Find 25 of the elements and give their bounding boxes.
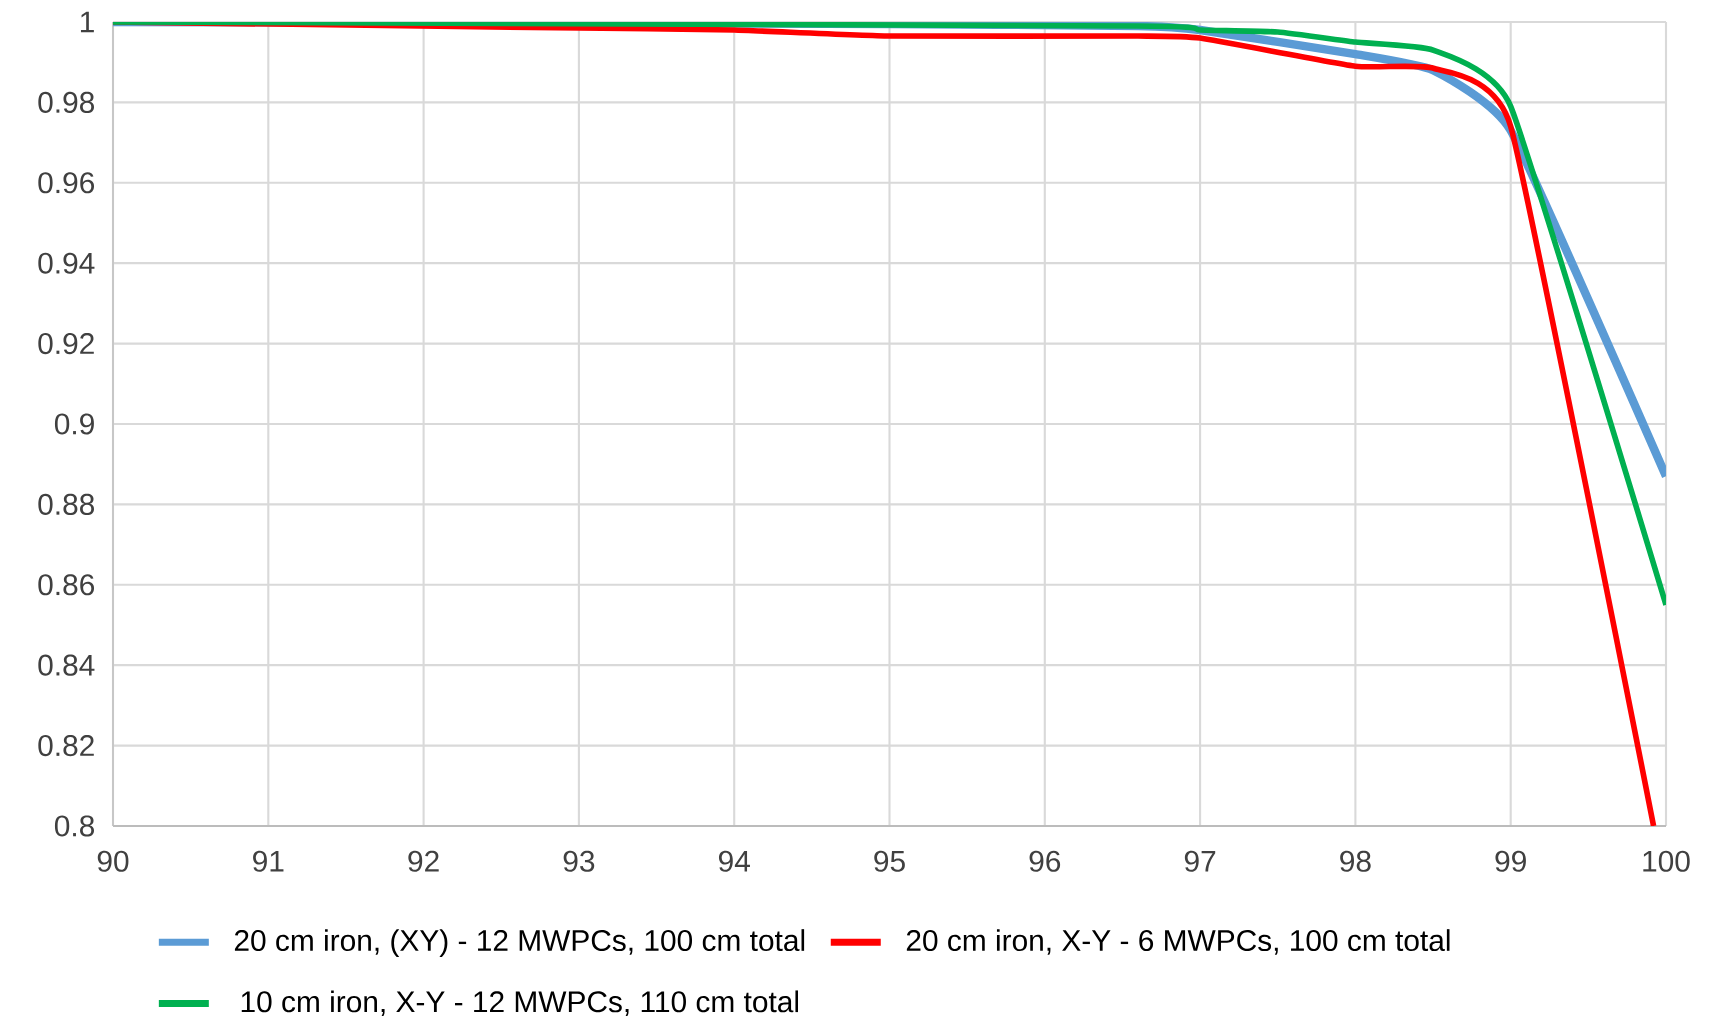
legend-label: 20 cm iron, (XY) - 12 MWPCs, 100 cm total <box>234 929 805 958</box>
y-tick-label: 0.84 <box>38 654 95 676</box>
x-tick-label: 100 <box>1643 850 1690 872</box>
y-tick-label: 0.94 <box>38 252 95 274</box>
x-tick-label: 90 <box>97 850 129 872</box>
y-tick-label: 1 <box>80 11 94 33</box>
y-tick-label: 0.96 <box>38 172 95 194</box>
x-tick-label: 98 <box>1340 850 1371 872</box>
x-tick-label: 96 <box>1029 850 1061 872</box>
x-tick-label: 99 <box>1495 850 1526 872</box>
legend-label: 10 cm iron, X-Y - 12 MWPCs, 110 cm total <box>241 990 799 1016</box>
y-tick-label: 0.8 <box>54 815 95 837</box>
x-tick-label: 94 <box>718 850 750 872</box>
x-tick-label: 93 <box>563 850 595 872</box>
y-tick-label: 0.98 <box>38 91 95 113</box>
y-tick-label: 0.92 <box>38 333 94 355</box>
x-tick-label: 92 <box>408 850 439 872</box>
y-tick-label: 0.9 <box>54 413 94 435</box>
legend-label: 20 cm iron, X-Y - 6 MWPCs, 100 cm total <box>906 929 1450 955</box>
y-tick-label: 0.82 <box>38 735 94 757</box>
x-tick-label: 97 <box>1184 850 1216 872</box>
y-tick-label: 0.86 <box>38 574 95 596</box>
y-tick-label: 0.88 <box>38 493 95 515</box>
x-tick-label: 95 <box>874 850 905 872</box>
x-tick-label: 91 <box>253 850 284 872</box>
